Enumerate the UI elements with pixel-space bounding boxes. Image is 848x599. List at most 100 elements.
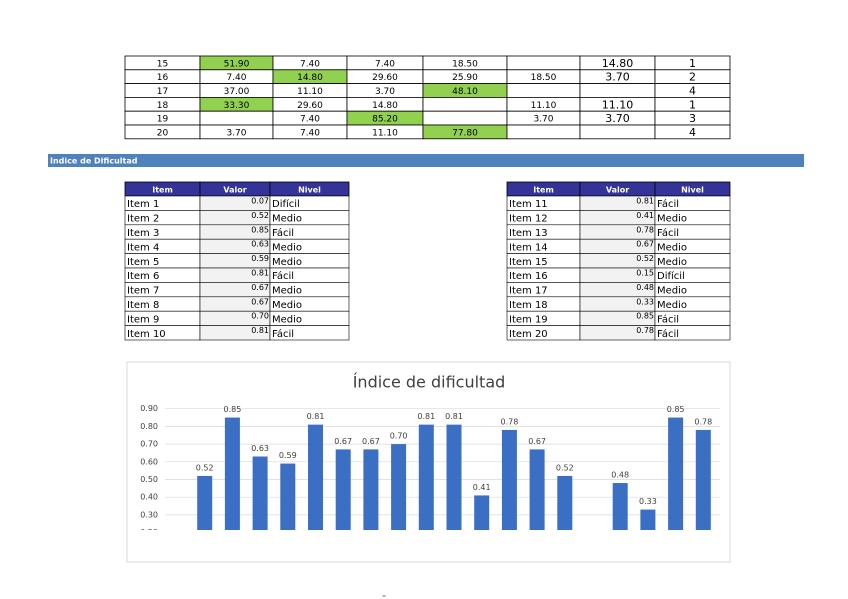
cell-text: Item 3: [127, 228, 159, 239]
data-label: 0.81: [307, 412, 325, 421]
cell-text: 4: [689, 126, 696, 139]
cell-text: 7.40: [300, 128, 320, 138]
data-label: 0.67: [362, 437, 380, 446]
bar: [391, 444, 407, 530]
value-text: 0.67: [251, 283, 269, 292]
cell: [506, 124, 581, 140]
cell-text: 11.10: [531, 101, 557, 111]
data-label: 0.85: [223, 405, 241, 414]
cell-text: Item 5: [127, 257, 159, 268]
bar: [640, 509, 656, 530]
cell-text: Medio: [272, 242, 302, 253]
cell-text: Difícil: [272, 198, 300, 210]
data-label: 0.81: [417, 412, 435, 421]
data-label: 0.33: [639, 497, 657, 506]
cell-text: Fácil: [657, 227, 679, 239]
value-text: 0.15: [636, 269, 654, 278]
cell-text: 14.80: [602, 57, 634, 70]
cell-text: 48.10: [452, 87, 478, 97]
value-text: 0.85: [636, 312, 654, 321]
value-text: 0.59: [251, 254, 269, 263]
cell-text: 4: [689, 85, 696, 98]
cell-text: Medio: [657, 214, 687, 225]
cell-text: 3.70: [533, 115, 553, 125]
cell-text: 11.10: [372, 128, 398, 138]
bar: [695, 429, 711, 530]
header-text: Valor: [606, 186, 629, 195]
cell-text: Item 10: [127, 329, 166, 340]
y-tick-label: 0.50: [140, 475, 158, 484]
cell-text: 7.40: [300, 59, 320, 69]
data-label: 0.85: [667, 405, 685, 414]
cell-text: Medio: [272, 300, 302, 311]
value-text: 0.78: [636, 225, 654, 234]
cell-text: 3.70: [375, 87, 395, 97]
y-tick-label: 0.30: [140, 510, 158, 519]
cell-text: 7.40: [375, 59, 395, 69]
value-text: 0.41: [636, 211, 654, 220]
header-text: Valor: [223, 186, 246, 195]
value-text: 0.52: [636, 254, 654, 263]
cell-text: 18.50: [531, 73, 557, 83]
cell-text: 29.60: [297, 101, 323, 111]
cell-text: 33.30: [224, 101, 250, 111]
section-title: Indice de Dificultad: [50, 157, 138, 166]
y-tick-label: 0.20: [140, 528, 158, 537]
cell-text: 11.10: [297, 87, 323, 97]
cell-text: Item 4: [127, 242, 159, 253]
bar: [363, 449, 379, 530]
section-bar: [48, 154, 804, 167]
cell-text: 14.80: [372, 101, 398, 111]
value-text: 0.81: [251, 269, 269, 278]
cell-text: 2: [689, 71, 696, 84]
footer-mark: -: [382, 589, 386, 599]
data-label: 0.41: [473, 483, 491, 492]
cell-text: Item 7: [127, 286, 159, 297]
bar: [612, 483, 628, 530]
cell-text: Item 2: [127, 214, 159, 225]
cell-text: Medio: [657, 242, 687, 253]
value-text: 0.81: [251, 326, 269, 335]
value-text: 0.81: [636, 197, 654, 206]
cell-text: Item 18: [509, 300, 548, 311]
cell-text: 20: [157, 128, 169, 138]
cell-text: Item 9: [127, 314, 159, 325]
data-label: 0.78: [500, 417, 518, 426]
chart-title: Índice de dificultad: [353, 373, 506, 392]
cell-text: Medio: [272, 286, 302, 297]
y-tick-label: 0.90: [140, 404, 158, 413]
cell-text: Fácil: [657, 198, 679, 210]
header-text: Nivel: [298, 186, 321, 195]
bar: [446, 424, 462, 530]
cell-text: 37.00: [224, 87, 250, 97]
cell-text: Medio: [272, 314, 302, 325]
cell-text: Item 17: [509, 286, 548, 297]
cell-text: 3: [689, 112, 696, 125]
cell-text: Item 12: [509, 214, 548, 225]
cell-text: Fácil: [272, 270, 294, 282]
cell-text: 3.70: [605, 71, 630, 84]
cell-text: 18: [157, 101, 169, 111]
value-text: 0.52: [251, 211, 269, 220]
cell-text: 16: [157, 73, 169, 83]
data-label: 0.63: [251, 444, 269, 453]
value-text: 0.78: [636, 326, 654, 335]
cell-text: Item 19: [509, 314, 548, 325]
y-tick-label: 0.40: [140, 493, 158, 502]
bar: [280, 463, 296, 530]
value-text: 0.48: [636, 283, 654, 292]
cell-text: Medio: [272, 257, 302, 268]
cell-text: Item 14: [509, 242, 548, 253]
cell-text: Item 11: [509, 199, 548, 210]
bar: [501, 429, 517, 530]
value-text: 0.33: [636, 297, 654, 306]
cell-text: Difícil: [657, 270, 685, 282]
data-label: 0.81: [445, 412, 463, 421]
cell-text: 7.40: [226, 73, 246, 83]
value-text: 0.63: [251, 240, 269, 249]
bar: [335, 449, 351, 530]
cell: [422, 97, 508, 112]
y-tick-label: 0.70: [140, 440, 158, 449]
value-text: 0.67: [251, 297, 269, 306]
